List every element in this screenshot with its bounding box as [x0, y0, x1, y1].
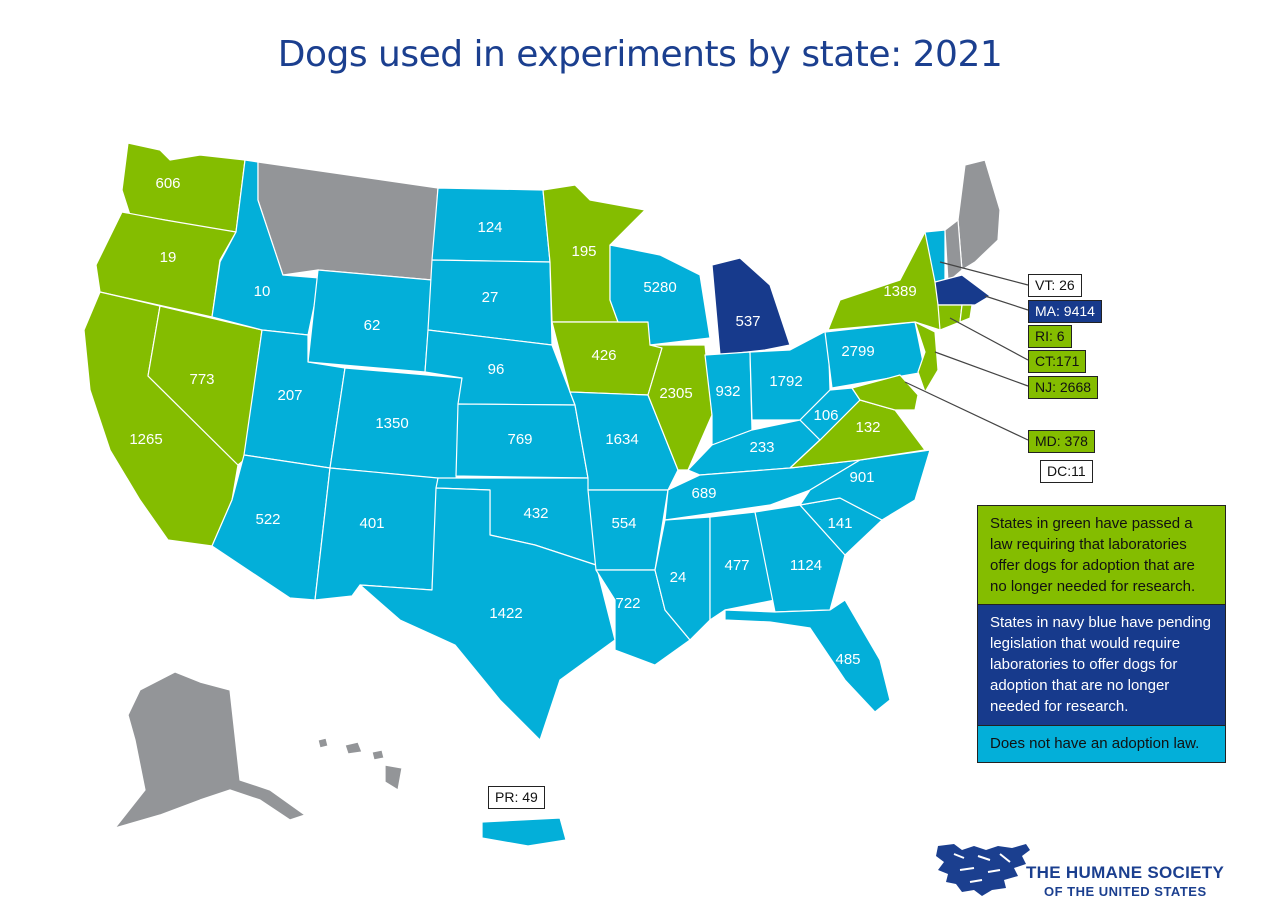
value-label-in: 932 [715, 383, 740, 400]
value-label-fl: 485 [835, 651, 860, 668]
island-hawaii-2 [344, 741, 363, 755]
value-label-nd: 124 [477, 219, 502, 236]
value-label-ok: 432 [523, 505, 548, 522]
value-label-wi: 5280 [643, 279, 676, 296]
value-label-tx: 1422 [489, 605, 522, 622]
island-hawaii-3 [371, 749, 385, 761]
callout-dc: DC:11 [1040, 460, 1093, 483]
state-PR [481, 817, 567, 847]
callout-ct: CT:171 [1028, 350, 1087, 373]
state-MD [851, 374, 919, 411]
callout-vt: VT: 26 [1028, 274, 1082, 297]
legend: States in green have passed a law requir… [977, 504, 1226, 763]
island-hawaii-1 [317, 737, 329, 749]
value-label-sc: 141 [827, 515, 852, 532]
state-PA [824, 321, 926, 389]
value-label-wy: 62 [364, 317, 381, 334]
value-label-al: 477 [724, 557, 749, 574]
callout-nj: NJ: 2668 [1028, 376, 1099, 399]
state-MI [711, 257, 791, 356]
callout-ri: RI: 6 [1028, 325, 1072, 348]
value-label-nv: 773 [189, 371, 214, 388]
value-label-tn: 689 [691, 485, 716, 502]
value-label-nc: 901 [849, 469, 874, 486]
value-label-nm: 401 [359, 515, 384, 532]
callout-ma: MA: 9414 [1028, 300, 1102, 323]
legend-no-law: Does not have an adoption law. [977, 724, 1226, 763]
value-label-ia: 426 [591, 347, 616, 364]
hsus-logo: THE HUMANE SOCIETY OF THE UNITED STATES [934, 840, 1234, 900]
value-label-ca: 1265 [129, 431, 162, 448]
value-label-mo: 1634 [605, 431, 638, 448]
value-label-wa: 606 [155, 175, 180, 192]
value-label-id: 10 [254, 283, 271, 300]
legend-law: States in green have passed a law requir… [977, 504, 1226, 606]
value-label-co: 1350 [375, 415, 408, 432]
value-label-il: 2305 [659, 385, 692, 402]
leader-MA [984, 295, 1029, 311]
value-label-or: 19 [160, 249, 177, 266]
value-label-ga: 1124 [790, 557, 822, 574]
value-label-sd: 27 [482, 289, 499, 306]
leader-NJ [934, 351, 1029, 387]
value-label-mn: 195 [571, 243, 596, 260]
value-label-va: 132 [855, 419, 880, 436]
leader-MD [904, 381, 1029, 441]
state-FL [724, 599, 891, 713]
state-TX [359, 487, 616, 741]
value-label-la: 722 [615, 595, 640, 612]
value-label-ny: 1389 [883, 283, 916, 300]
value-label-wv: 106 [813, 407, 838, 424]
state-AK [114, 671, 306, 829]
value-label-oh: 1792 [769, 373, 802, 390]
value-label-az: 522 [255, 511, 280, 528]
animal-silhouettes-icon [936, 844, 1030, 896]
logo-line2: OF THE UNITED STATES [1044, 884, 1207, 899]
island-hawaii-big [384, 764, 403, 791]
value-label-ks: 769 [507, 431, 532, 448]
state-AL [709, 511, 776, 621]
value-label-ms: 24 [670, 569, 687, 586]
state-MA [934, 274, 991, 306]
leader-CT [949, 317, 1029, 361]
logo-line1: THE HUMANE SOCIETY [1026, 863, 1225, 882]
callout-md: MD: 378 [1028, 430, 1095, 453]
state-RI [959, 304, 973, 323]
state-NM [314, 467, 439, 601]
value-label-mi: 537 [735, 313, 760, 330]
state-CT [937, 304, 963, 331]
callout-pr: PR: 49 [488, 786, 545, 809]
value-label-ar: 554 [611, 515, 636, 532]
value-label-pa: 2799 [841, 343, 874, 360]
value-label-ky: 233 [749, 439, 774, 456]
state-ME [957, 159, 1001, 271]
legend-pending: States in navy blue have pending legisla… [977, 604, 1226, 726]
state-MT [257, 161, 439, 281]
value-label-ut: 207 [277, 387, 302, 404]
leader-VT [939, 261, 1029, 286]
state-GA [754, 504, 846, 613]
value-label-ne: 96 [488, 361, 505, 378]
map-title: Dogs used in experiments by state: 2021 [277, 34, 1003, 75]
